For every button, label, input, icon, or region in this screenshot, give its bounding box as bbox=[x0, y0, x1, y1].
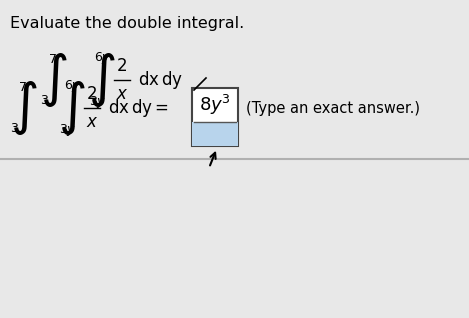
Text: $\int$: $\int$ bbox=[58, 79, 85, 137]
Text: $\int$: $\int$ bbox=[40, 51, 68, 109]
Bar bbox=[0, 159, 469, 318]
Text: Evaluate the double integral.: Evaluate the double integral. bbox=[10, 16, 244, 31]
Text: $3$: $3$ bbox=[9, 122, 18, 135]
Text: $\mathrm{dx\,dy} =$: $\mathrm{dx\,dy} =$ bbox=[108, 97, 169, 119]
Text: $2$: $2$ bbox=[116, 57, 128, 75]
Text: (Type an exact answer.): (Type an exact answer.) bbox=[246, 100, 420, 115]
Bar bbox=[192, 88, 238, 146]
Text: $3y$: $3y$ bbox=[59, 122, 77, 138]
Text: $6y$: $6y$ bbox=[94, 50, 112, 66]
Bar bbox=[0, 0, 469, 159]
Text: $\mathrm{dx\,dy}$: $\mathrm{dx\,dy}$ bbox=[138, 69, 183, 91]
Text: $3$: $3$ bbox=[39, 94, 48, 107]
Text: $6y$: $6y$ bbox=[64, 78, 82, 94]
Text: $\int$: $\int$ bbox=[10, 79, 38, 137]
Text: $8y^3$: $8y^3$ bbox=[199, 93, 231, 117]
Text: $7$: $7$ bbox=[17, 81, 26, 94]
Text: $2$: $2$ bbox=[86, 85, 98, 103]
Text: $x$: $x$ bbox=[86, 113, 98, 131]
Text: $\int$: $\int$ bbox=[88, 51, 115, 109]
Bar bbox=[192, 122, 238, 146]
Text: $3y$: $3y$ bbox=[89, 94, 107, 110]
Text: $x$: $x$ bbox=[116, 85, 128, 103]
Text: $7$: $7$ bbox=[47, 53, 56, 66]
